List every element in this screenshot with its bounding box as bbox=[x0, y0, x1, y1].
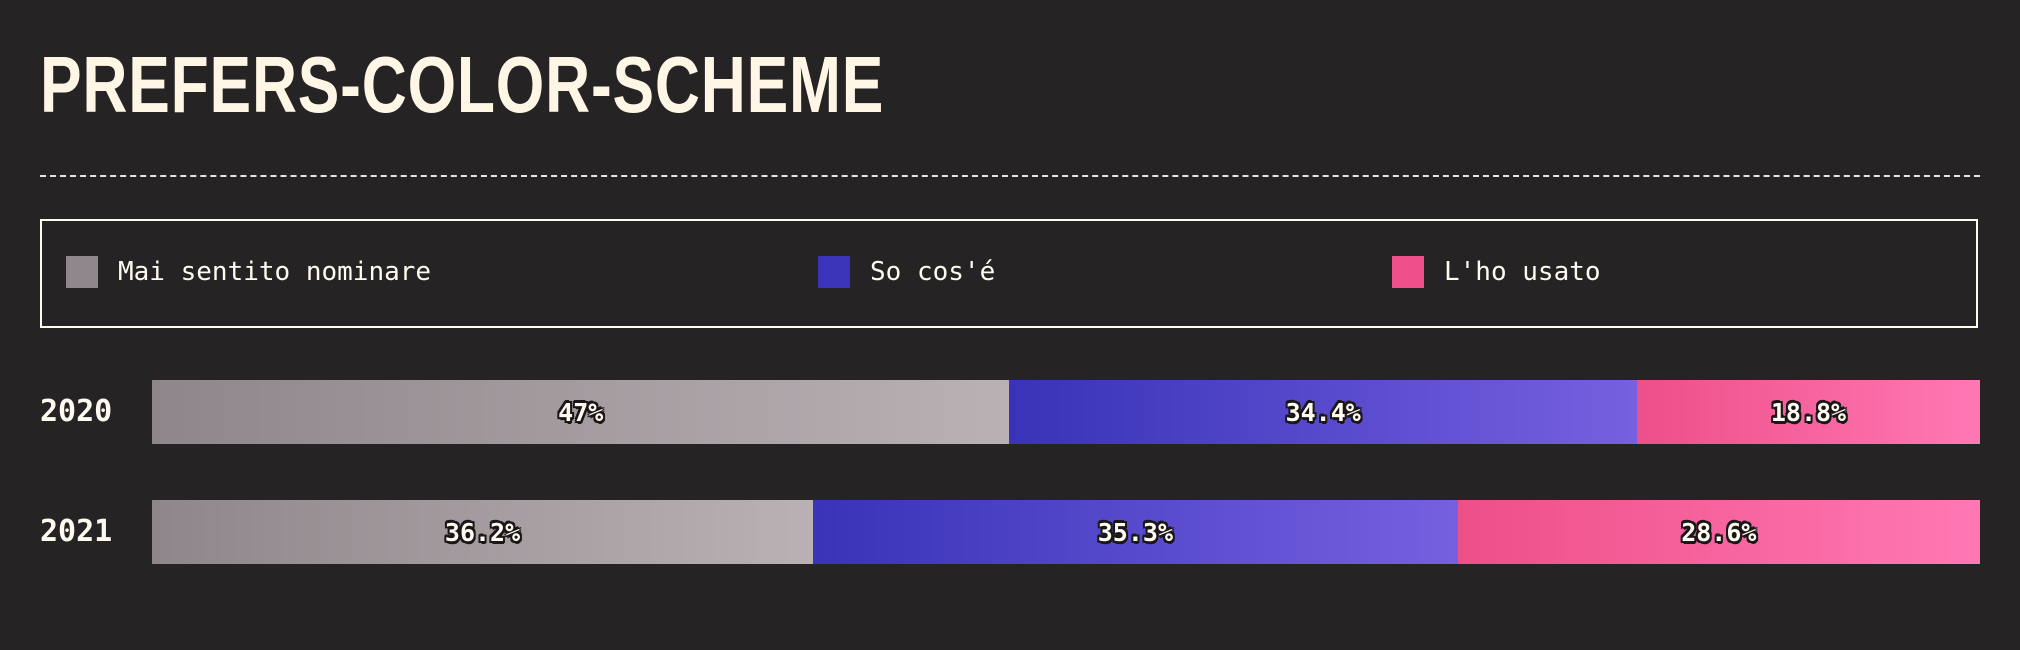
row-label-2020: 2020 bbox=[40, 394, 113, 429]
bar-segment-so-cos: 35.3% bbox=[813, 500, 1458, 564]
legend-label: Mai sentito nominare bbox=[118, 257, 432, 287]
bar-segment-mai-sentito-nominare: 36.2% bbox=[152, 500, 814, 564]
data-label: 18.8% bbox=[1770, 397, 1847, 427]
data-label: 47% bbox=[558, 397, 604, 427]
bar-row-2020: 47% 34.4% 18.8% bbox=[152, 380, 1980, 444]
legend: Mai sentito nominare So cos'é L'ho usato bbox=[40, 219, 1978, 328]
legend-item-so-cose[interactable]: So cos'é bbox=[818, 256, 995, 288]
bar-segment-l-ho-usato: 18.8% bbox=[1637, 380, 1980, 444]
bar-segment-l-ho-usato: 28.6% bbox=[1457, 500, 1980, 564]
legend-item-mai-sentito-nominare[interactable]: Mai sentito nominare bbox=[66, 256, 431, 288]
data-label: 28.6% bbox=[1681, 517, 1757, 547]
legend-label: So cos'é bbox=[870, 257, 996, 287]
bar-row-2021: 36.2% 35.3% 28.6% bbox=[152, 500, 1980, 564]
data-label: 34.4% bbox=[1285, 397, 1361, 427]
data-label: 35.3% bbox=[1097, 517, 1173, 547]
legend-swatch bbox=[1392, 256, 1424, 288]
bar-segment-mai-sentito-nominare: 47% bbox=[152, 380, 1010, 444]
bar-segment-so-cos: 34.4% bbox=[1009, 380, 1637, 444]
legend-swatch bbox=[818, 256, 850, 288]
data-label: 36.2% bbox=[444, 517, 521, 547]
chart-title: PREFERS-COLOR-SCHEME bbox=[40, 40, 885, 129]
title-divider bbox=[40, 175, 1980, 177]
legend-label: L'ho usato bbox=[1444, 257, 1601, 287]
legend-swatch bbox=[66, 256, 98, 288]
legend-item-lho-usato[interactable]: L'ho usato bbox=[1392, 256, 1601, 288]
row-label-2021: 2021 bbox=[40, 514, 113, 549]
